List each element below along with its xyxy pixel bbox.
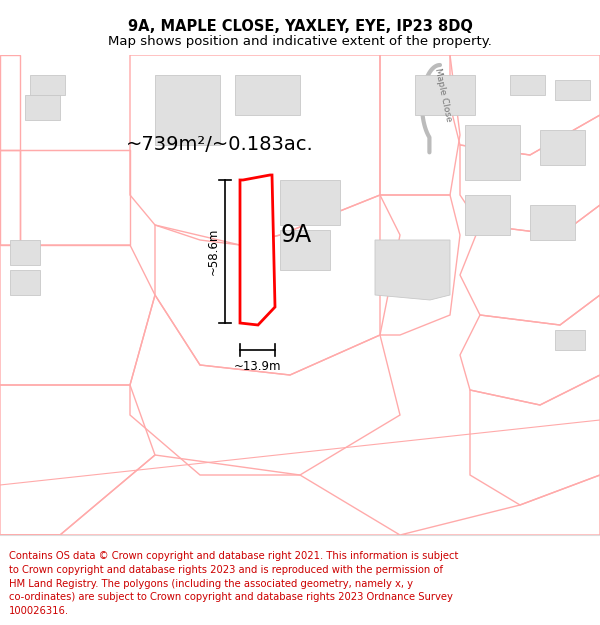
Polygon shape [465,195,510,235]
Polygon shape [555,80,590,100]
Polygon shape [540,130,585,165]
Polygon shape [30,75,65,95]
Polygon shape [415,75,475,115]
Polygon shape [10,270,40,295]
Polygon shape [25,95,60,120]
Text: ~13.9m: ~13.9m [234,359,281,372]
Polygon shape [240,175,275,325]
Polygon shape [10,240,40,265]
Polygon shape [465,125,520,180]
Text: Maple Close: Maple Close [433,68,453,122]
Text: 100026316.: 100026316. [9,606,69,616]
Polygon shape [280,230,330,270]
Polygon shape [375,240,450,300]
Text: to Crown copyright and database rights 2023 and is reproduced with the permissio: to Crown copyright and database rights 2… [9,565,443,575]
Text: HM Land Registry. The polygons (including the associated geometry, namely x, y: HM Land Registry. The polygons (includin… [9,579,413,589]
Polygon shape [280,180,340,225]
Text: 9A, MAPLE CLOSE, YAXLEY, EYE, IP23 8DQ: 9A, MAPLE CLOSE, YAXLEY, EYE, IP23 8DQ [128,19,472,34]
Text: 9A: 9A [280,223,311,247]
Text: co-ordinates) are subject to Crown copyright and database rights 2023 Ordnance S: co-ordinates) are subject to Crown copyr… [9,592,453,602]
Polygon shape [530,205,575,240]
Text: ~58.6m: ~58.6m [206,228,220,275]
Polygon shape [235,75,300,115]
Polygon shape [155,75,220,145]
Text: Map shows position and indicative extent of the property.: Map shows position and indicative extent… [108,36,492,48]
Polygon shape [510,75,545,95]
Text: ~739m²/~0.183ac.: ~739m²/~0.183ac. [126,136,314,154]
Text: Contains OS data © Crown copyright and database right 2021. This information is : Contains OS data © Crown copyright and d… [9,551,458,561]
Polygon shape [555,330,585,350]
